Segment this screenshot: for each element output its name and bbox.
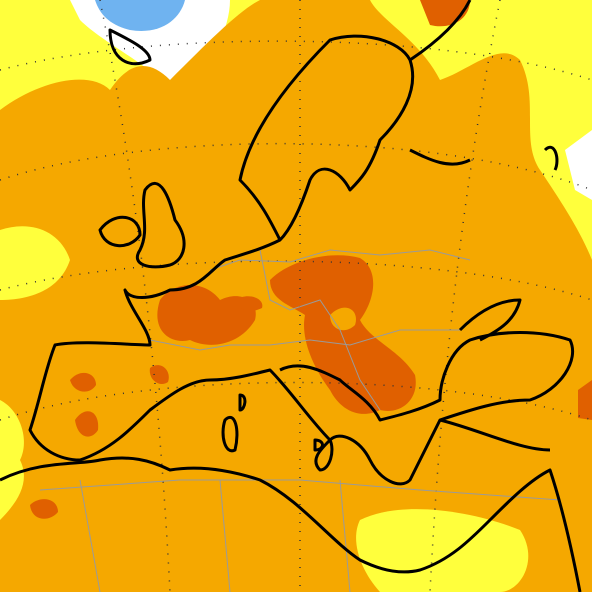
coastline	[0, 456, 582, 592]
hot-region	[149, 365, 169, 385]
borders	[39, 249, 561, 592]
coastline	[221, 393, 324, 453]
white-area	[565, 130, 592, 200]
coastline	[98, 215, 142, 248]
border-line	[39, 479, 561, 501]
hot-region	[270, 255, 416, 414]
coastline	[108, 28, 152, 66]
hot-region	[578, 380, 592, 420]
graticule-line	[0, 260, 592, 301]
coastline	[439, 418, 551, 452]
border-line	[209, 249, 471, 271]
hot-region	[157, 285, 256, 345]
coastline	[458, 298, 522, 342]
hot-region	[30, 499, 58, 519]
cool-region	[0, 400, 24, 470]
hot-region	[70, 372, 96, 392]
coastline	[28, 238, 575, 486]
graticule-line	[0, 40, 592, 81]
coastline	[238, 34, 415, 242]
coastline	[409, 0, 472, 166]
blue-area	[95, 0, 185, 31]
border-line	[259, 249, 381, 411]
coastline	[543, 146, 559, 171]
hot-region	[235, 296, 263, 311]
hot-region	[75, 411, 99, 437]
coastline	[136, 181, 186, 269]
border-line	[149, 329, 460, 351]
border-line	[79, 479, 351, 592]
cool-region	[0, 226, 70, 300]
